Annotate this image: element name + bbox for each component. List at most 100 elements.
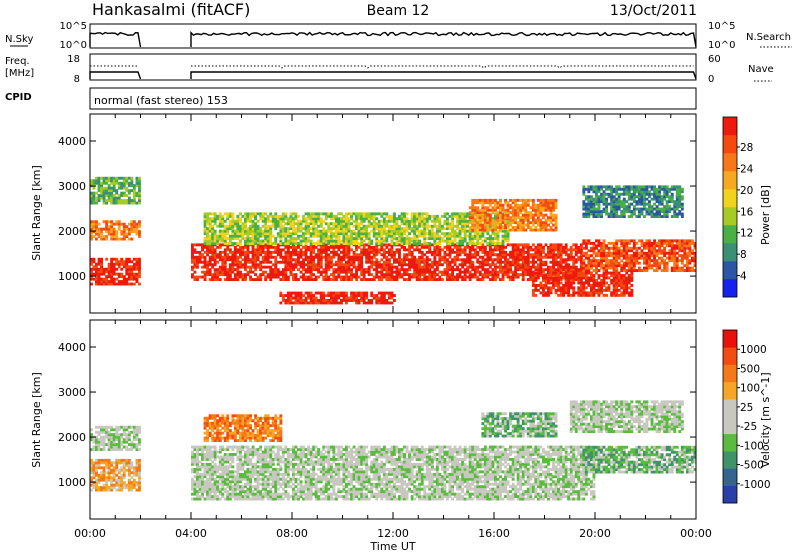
echo-cell	[223, 263, 227, 267]
echo-cell	[334, 239, 338, 243]
echo-cell	[92, 181, 96, 185]
echo-cell	[579, 250, 583, 254]
echo-cell	[228, 263, 232, 267]
echo-cell	[138, 176, 141, 180]
echo-cell	[425, 268, 429, 272]
echo-cell	[559, 243, 563, 247]
echo-cell	[592, 241, 596, 245]
echo-cell	[342, 265, 346, 269]
echo-cell	[597, 190, 601, 194]
echo-cell	[491, 242, 495, 245]
echo-cell	[559, 245, 563, 249]
echo-cell	[223, 250, 227, 254]
echo-cell	[360, 296, 364, 300]
echo-cell	[372, 214, 376, 218]
echo-cell	[375, 245, 379, 249]
echo-cell	[673, 249, 677, 253]
echo-cell	[579, 276, 583, 280]
echo-cell	[660, 249, 664, 253]
echo-cell	[511, 245, 515, 249]
echo-cell	[112, 227, 116, 231]
echo-cell	[501, 253, 505, 257]
echo-cell	[314, 253, 318, 257]
echo-cell	[582, 293, 586, 297]
echo-cell	[307, 222, 310, 226]
echo-cell	[630, 269, 634, 272]
echo-cell	[261, 224, 265, 228]
echo-cell	[360, 222, 364, 226]
echo-cell	[360, 248, 364, 252]
echo-cell	[393, 265, 396, 269]
echo-cell	[658, 261, 661, 265]
echo-cell	[435, 227, 439, 231]
echo-cell	[196, 260, 199, 264]
echo-cell	[299, 253, 303, 257]
echo-cell	[562, 265, 566, 269]
echo-cell	[362, 212, 366, 216]
echo-cell	[319, 248, 323, 252]
echo-cell	[488, 213, 492, 217]
echo-cell	[342, 291, 346, 295]
echo-cell	[514, 265, 518, 269]
echo-cell	[453, 245, 457, 249]
echo-cell	[377, 278, 381, 281]
echo-cell	[334, 214, 338, 218]
echo-cell	[542, 206, 545, 210]
echo-cell	[466, 224, 470, 228]
echo-cell	[630, 249, 634, 253]
echo-cell	[102, 191, 106, 195]
echo-cell	[504, 211, 507, 215]
echo-cell	[309, 212, 313, 216]
echo-cell	[92, 222, 96, 226]
echo-cell	[390, 278, 394, 281]
echo-cell	[385, 245, 389, 249]
echo-cell	[347, 239, 351, 243]
echo-cell	[249, 250, 252, 254]
echo-cell	[266, 260, 270, 264]
echo-cell	[302, 273, 305, 277]
echo-cell	[367, 250, 371, 254]
echo-cell	[107, 184, 111, 188]
echo-cell	[499, 260, 502, 264]
echo-cell	[254, 248, 257, 252]
echo-cell	[334, 245, 338, 249]
echo-cell	[97, 189, 101, 193]
echo-cell	[135, 277, 139, 281]
echo-cell	[572, 263, 576, 267]
echo-cell	[420, 270, 424, 274]
echo-cell	[97, 262, 101, 266]
echo-cell	[451, 250, 454, 254]
echo-cell	[693, 256, 697, 260]
echo-cell	[539, 221, 543, 225]
echo-cell	[569, 250, 573, 254]
echo-cell	[221, 214, 225, 218]
echo-cell	[483, 211, 487, 215]
echo-cell	[403, 229, 406, 233]
echo-cell	[340, 239, 343, 243]
echo-cell	[352, 275, 356, 279]
echo-cell	[95, 282, 98, 286]
echo-cell	[256, 263, 260, 267]
echo-cell	[387, 219, 391, 223]
echo-cell	[612, 266, 616, 270]
echo-cell	[579, 284, 583, 287]
echo-cell	[254, 234, 257, 238]
echo-cell	[544, 279, 548, 282]
echo-cell	[299, 248, 303, 252]
echo-cell	[297, 229, 300, 233]
echo-cell	[327, 253, 331, 257]
echo-cell	[125, 186, 129, 190]
echo-cell	[526, 213, 530, 217]
echo-cell	[584, 264, 588, 268]
echo-cell	[491, 248, 495, 252]
echo-cell	[405, 255, 409, 259]
echo-cell	[208, 255, 212, 259]
echo-cell	[403, 222, 406, 226]
echo-cell	[519, 250, 523, 254]
echo-cell	[304, 301, 308, 305]
echo-cell	[269, 224, 273, 228]
echo-cell	[347, 275, 351, 279]
echo-cell	[680, 261, 684, 265]
echo-cell	[398, 258, 401, 262]
echo-cell	[122, 176, 126, 180]
